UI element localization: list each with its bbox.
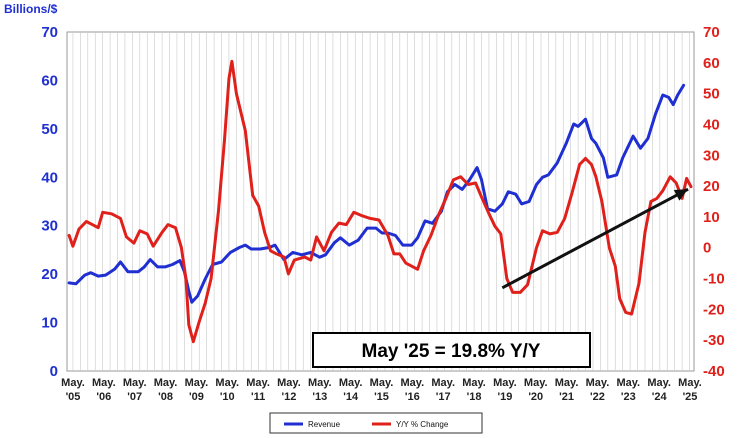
right-tick-label: 20 [703, 178, 720, 195]
x-tick-label: May. [246, 377, 270, 389]
x-tick-label: May. [61, 377, 85, 389]
yoy-change-line [67, 59, 693, 344]
x-tick-label: '05 [66, 391, 81, 403]
x-tick-label: '19 [497, 391, 512, 403]
x-tick-label: May. [431, 377, 455, 389]
x-tick-label: '08 [158, 391, 173, 403]
x-tick-label: May. [277, 377, 301, 389]
x-tick-label: May. [154, 377, 178, 389]
trend-arrow-head [673, 189, 689, 201]
x-tick-label: '22 [590, 391, 605, 403]
plot-frame [66, 31, 695, 372]
left-axis: 0 10 20 30 40 50 60 70 [41, 24, 58, 380]
annotation: May '25 = 19.8% Y/Y [312, 332, 591, 368]
x-tick-label: May. [586, 377, 610, 389]
right-tick-label: 10 [703, 209, 720, 226]
left-tick-label: 50 [41, 121, 58, 138]
series-group [67, 59, 693, 344]
left-tick-label: 10 [41, 315, 58, 332]
x-tick-label: May. [339, 377, 363, 389]
legend: Revenue Y/Y % Change [269, 412, 483, 434]
x-tick-label: '21 [559, 391, 574, 403]
annotation-text: May '25 = 19.8% Y/Y [362, 341, 541, 362]
x-tick-label: '25 [683, 391, 698, 403]
x-tick-label: '17 [436, 391, 451, 403]
x-tick-label: '06 [96, 391, 111, 403]
right-tick-label: 0 [703, 240, 711, 257]
legend-label-revenue: Revenue [308, 420, 341, 429]
x-tick-label: '14 [343, 391, 359, 403]
x-tick-label: May. [678, 377, 702, 389]
x-tick-label: '07 [127, 391, 142, 403]
x-tick-label: '13 [312, 391, 327, 403]
vertical-grid [72, 32, 690, 371]
x-tick-label: May. [462, 377, 486, 389]
plot-area [66, 31, 695, 372]
right-tick-label: -10 [703, 271, 725, 288]
x-tick-label: May. [370, 377, 394, 389]
x-tick-label: '24 [652, 391, 668, 403]
x-tick-label: '15 [374, 391, 389, 403]
x-axis: May. '05 May. '06 May. '07 May. '08 May. '09 May. '… [61, 377, 702, 403]
right-tick-label: -20 [703, 301, 725, 318]
x-tick-label: '20 [528, 391, 543, 403]
x-tick-label: '12 [282, 391, 297, 403]
annotation-box [312, 332, 591, 368]
trend-arrow [501, 187, 689, 290]
x-tick-label: '23 [621, 391, 636, 403]
right-tick-label: 70 [703, 24, 720, 41]
y-axis-unit-label: Billions/$ [4, 2, 58, 16]
x-tick-label: May. [647, 377, 671, 389]
right-tick-label: 30 [703, 147, 720, 164]
right-tick-label: 50 [703, 86, 720, 103]
x-tick-label: May. [308, 377, 332, 389]
right-tick-label: -40 [703, 363, 725, 380]
x-tick-label: May. [185, 377, 209, 389]
x-tick-label: May. [123, 377, 147, 389]
x-tick-label: May. [524, 377, 548, 389]
legend-label-yoy: Y/Y % Change [396, 420, 449, 429]
left-tick-label: 20 [41, 266, 58, 283]
right-tick-label: 40 [703, 116, 720, 133]
x-tick-label: '10 [220, 391, 235, 403]
trend-arrow-shaft [501, 187, 689, 290]
right-axis: -40 -30 -20 -10 0 10 20 30 40 50 60 70 [703, 24, 725, 380]
x-tick-label: May. [555, 377, 579, 389]
x-tick-label: '09 [189, 391, 204, 403]
left-tick-label: 30 [41, 218, 58, 235]
left-tick-label: 40 [41, 169, 58, 186]
right-tick-label: -30 [703, 332, 725, 349]
x-tick-label: '18 [467, 391, 482, 403]
x-tick-label: May. [616, 377, 640, 389]
x-tick-label: '11 [251, 391, 265, 403]
left-tick-label: 0 [50, 363, 58, 380]
left-tick-label: 60 [41, 72, 58, 89]
right-tick-label: 60 [703, 55, 720, 72]
x-tick-label: May. [92, 377, 116, 389]
x-tick-label: May. [401, 377, 425, 389]
x-tick-label: '16 [405, 391, 420, 403]
x-tick-label: May. [215, 377, 239, 389]
left-tick-label: 70 [41, 24, 58, 41]
x-tick-label: May. [493, 377, 517, 389]
